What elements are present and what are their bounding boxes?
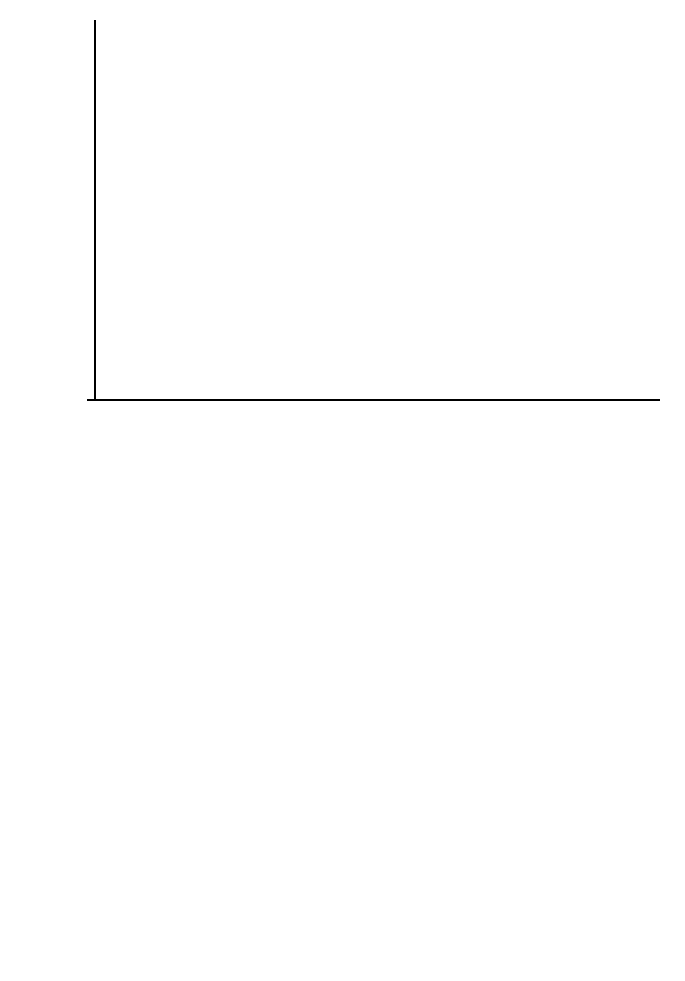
figure-container [0, 0, 685, 981]
figure-svg [0, 0, 685, 981]
